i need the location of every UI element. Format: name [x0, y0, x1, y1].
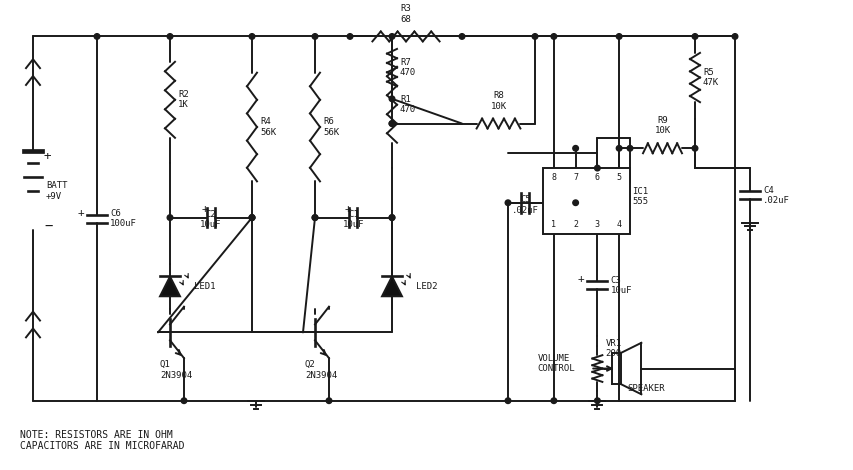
Circle shape — [389, 215, 394, 220]
Circle shape — [626, 146, 632, 151]
Circle shape — [312, 215, 317, 220]
Text: IC1
555: IC1 555 — [631, 187, 647, 206]
Text: C5
.02uF: C5 .02uF — [512, 195, 538, 215]
Text: R2
1K: R2 1K — [177, 90, 189, 110]
Text: R6
56K: R6 56K — [322, 118, 339, 137]
Circle shape — [347, 34, 352, 39]
Text: R7
470: R7 470 — [399, 58, 415, 78]
Text: LED2: LED2 — [415, 282, 437, 291]
Text: Q2
2N3904: Q2 2N3904 — [305, 360, 337, 380]
Text: VOLUME
CONTROL: VOLUME CONTROL — [537, 354, 574, 373]
Circle shape — [389, 34, 394, 39]
Circle shape — [249, 34, 254, 39]
Bar — [543, 168, 630, 235]
Circle shape — [594, 398, 600, 403]
Circle shape — [531, 34, 537, 39]
Text: +: + — [344, 204, 351, 214]
Circle shape — [389, 215, 394, 220]
Circle shape — [616, 146, 621, 151]
Text: 7: 7 — [572, 173, 577, 182]
Circle shape — [594, 165, 600, 171]
Circle shape — [167, 215, 172, 220]
Circle shape — [550, 398, 556, 403]
Circle shape — [249, 215, 254, 220]
Text: +: + — [77, 208, 84, 218]
Text: 3: 3 — [595, 220, 599, 229]
Circle shape — [731, 34, 737, 39]
Circle shape — [505, 200, 510, 205]
Text: VR1
200: VR1 200 — [605, 339, 621, 359]
Circle shape — [572, 146, 577, 151]
Circle shape — [459, 34, 464, 39]
Circle shape — [94, 34, 100, 39]
Circle shape — [326, 398, 332, 403]
Text: R1
470: R1 470 — [399, 95, 415, 114]
Text: R9
10K: R9 10K — [653, 116, 670, 135]
Text: R8
10K: R8 10K — [490, 91, 506, 110]
Text: C3
10uF: C3 10uF — [610, 276, 631, 295]
Text: C1
10uF: C1 10uF — [342, 210, 364, 229]
Circle shape — [692, 34, 697, 39]
Circle shape — [312, 215, 317, 220]
Text: BATT
+9V: BATT +9V — [46, 181, 67, 201]
Circle shape — [572, 200, 577, 205]
Circle shape — [249, 215, 254, 220]
Circle shape — [249, 215, 254, 220]
Polygon shape — [160, 276, 180, 296]
Text: R4
56K: R4 56K — [259, 118, 276, 137]
Text: SPEAKER: SPEAKER — [627, 384, 664, 393]
Text: C4
.02uF: C4 .02uF — [762, 186, 789, 205]
Text: 8: 8 — [551, 173, 555, 182]
Text: 4: 4 — [616, 220, 621, 229]
Text: −: − — [44, 219, 52, 233]
Text: R3
68: R3 68 — [400, 4, 411, 24]
Text: NOTE: RESISTORS ARE IN OHM
CAPACITORS ARE IN MICROFARAD: NOTE: RESISTORS ARE IN OHM CAPACITORS AR… — [20, 430, 184, 451]
Circle shape — [389, 96, 394, 102]
Circle shape — [616, 34, 621, 39]
Text: 2: 2 — [572, 220, 577, 229]
Text: 1: 1 — [551, 220, 555, 229]
Text: +: + — [201, 204, 208, 214]
Circle shape — [389, 121, 394, 126]
Text: +: + — [44, 150, 51, 163]
Text: +: + — [577, 274, 583, 284]
Circle shape — [181, 398, 187, 403]
Text: LED1: LED1 — [194, 282, 215, 291]
Polygon shape — [381, 276, 402, 296]
Text: Q1
2N3904: Q1 2N3904 — [160, 360, 192, 380]
Circle shape — [505, 398, 510, 403]
Text: R5
47K: R5 47K — [702, 68, 718, 87]
Circle shape — [389, 121, 394, 126]
Circle shape — [167, 34, 172, 39]
Text: C2
10uF: C2 10uF — [200, 210, 222, 229]
Circle shape — [692, 146, 697, 151]
Text: 5: 5 — [616, 173, 621, 182]
Text: C6
100uF: C6 100uF — [110, 209, 136, 228]
Text: 6: 6 — [595, 173, 599, 182]
Circle shape — [312, 34, 317, 39]
Circle shape — [550, 34, 556, 39]
